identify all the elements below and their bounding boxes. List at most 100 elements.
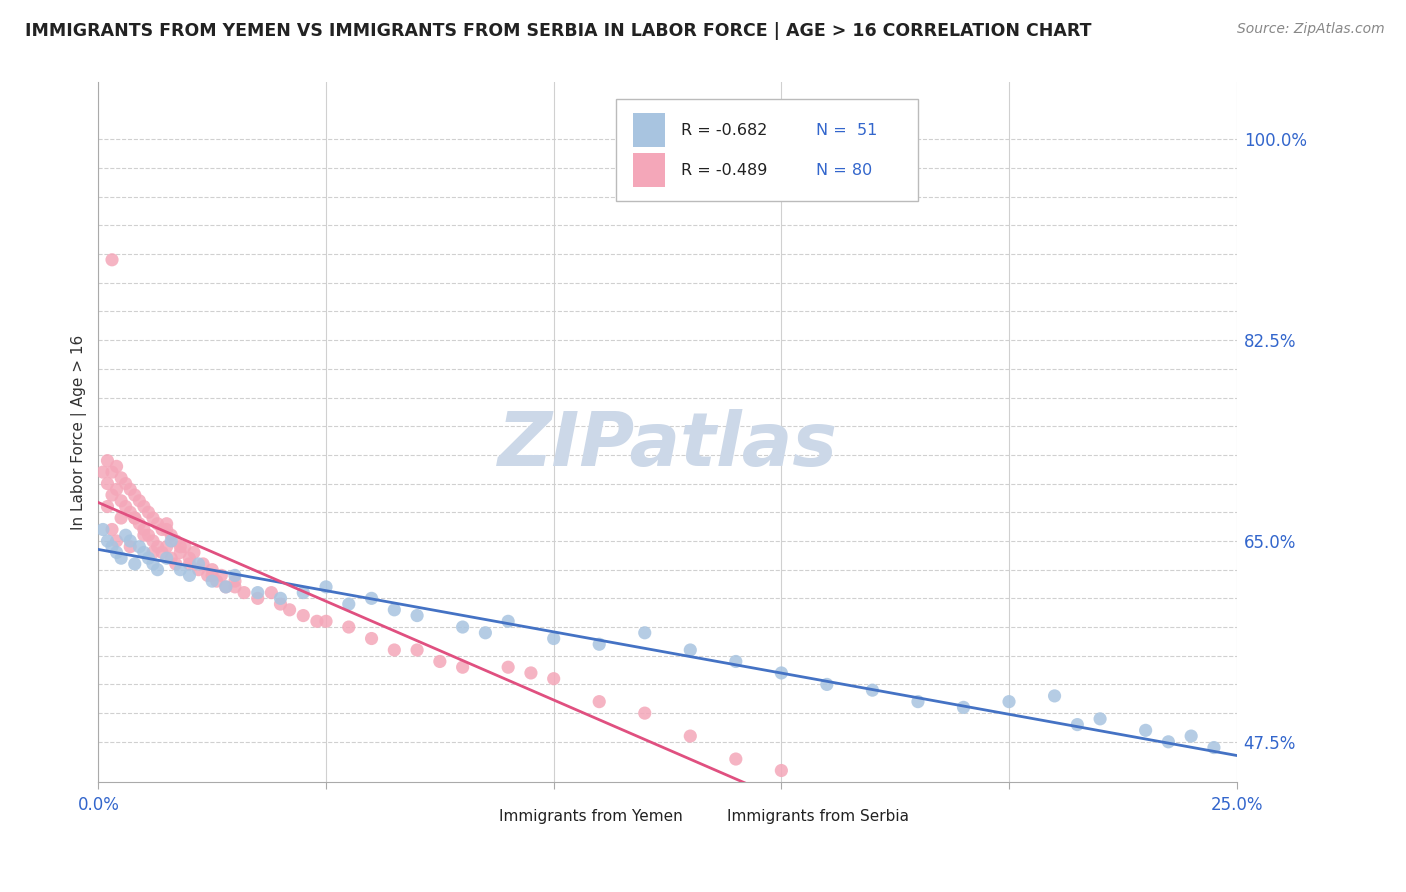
Bar	[465, 801, 494, 832]
Point	[292, 585, 315, 599]
Text: N = 80: N = 80	[815, 162, 872, 178]
Point	[224, 574, 246, 589]
Text: R = -0.489: R = -0.489	[681, 162, 768, 178]
Bar	[633, 153, 665, 187]
Point	[201, 574, 224, 589]
Point	[142, 533, 165, 548]
Point	[96, 476, 118, 491]
Point	[138, 551, 160, 566]
Point	[105, 545, 128, 559]
Point	[114, 476, 136, 491]
Point	[224, 568, 246, 582]
Point	[315, 615, 337, 629]
Point	[169, 540, 191, 554]
Bar	[693, 801, 721, 832]
Point	[382, 603, 405, 617]
Point	[150, 545, 173, 559]
Point	[634, 625, 657, 640]
Point	[724, 752, 747, 766]
Point	[165, 557, 187, 571]
Point	[187, 557, 209, 571]
Point	[101, 540, 124, 554]
Point	[337, 620, 360, 634]
Point	[124, 488, 146, 502]
Point	[146, 563, 169, 577]
Point	[269, 591, 291, 606]
Y-axis label: In Labor Force | Age > 16: In Labor Force | Age > 16	[72, 334, 87, 530]
Point	[142, 511, 165, 525]
Point	[179, 568, 201, 582]
Point	[496, 615, 519, 629]
Point	[952, 700, 974, 714]
Point	[120, 483, 142, 497]
Point	[128, 493, 150, 508]
Point	[114, 500, 136, 514]
Point	[156, 523, 179, 537]
Point	[305, 615, 328, 629]
Point	[150, 523, 173, 537]
Point	[1180, 729, 1202, 743]
Point	[169, 563, 191, 577]
Point	[224, 580, 246, 594]
Point	[907, 695, 929, 709]
Point	[588, 695, 610, 709]
Point	[1216, 797, 1239, 812]
Text: Source: ZipAtlas.com: Source: ZipAtlas.com	[1237, 22, 1385, 37]
Point	[260, 585, 283, 599]
Point	[474, 625, 496, 640]
Point	[160, 533, 183, 548]
Point	[246, 591, 269, 606]
Point	[215, 580, 238, 594]
Point	[105, 533, 128, 548]
Point	[1088, 712, 1111, 726]
Point	[156, 516, 179, 531]
Point	[1043, 689, 1066, 703]
Point	[146, 540, 169, 554]
Point	[292, 608, 315, 623]
Point	[132, 500, 155, 514]
Point	[101, 488, 124, 502]
Point	[278, 603, 301, 617]
Point	[197, 568, 219, 582]
Point	[110, 511, 132, 525]
Point	[634, 706, 657, 720]
Point	[269, 597, 291, 611]
Point	[215, 580, 238, 594]
Point	[382, 643, 405, 657]
Point	[110, 471, 132, 485]
Point	[124, 511, 146, 525]
Point	[101, 252, 124, 267]
Point	[1066, 717, 1088, 731]
Point	[246, 585, 269, 599]
Point	[96, 533, 118, 548]
Text: R = -0.682: R = -0.682	[681, 123, 768, 137]
Text: Immigrants from Yemen: Immigrants from Yemen	[499, 809, 683, 824]
Point	[360, 632, 382, 646]
Point	[770, 665, 793, 680]
Point	[91, 465, 114, 479]
Point	[132, 528, 155, 542]
Point	[770, 764, 793, 778]
FancyBboxPatch shape	[616, 99, 918, 201]
Point	[862, 683, 884, 698]
Point	[724, 655, 747, 669]
Point	[360, 591, 382, 606]
Point	[406, 643, 429, 657]
Point	[110, 493, 132, 508]
Point	[120, 540, 142, 554]
Point	[543, 632, 565, 646]
Point	[160, 528, 183, 542]
Point	[543, 672, 565, 686]
Point	[101, 523, 124, 537]
Point	[998, 695, 1021, 709]
Point	[1157, 735, 1180, 749]
Point	[146, 516, 169, 531]
Point	[96, 453, 118, 467]
Point	[142, 557, 165, 571]
Point	[128, 540, 150, 554]
Point	[679, 729, 702, 743]
Point	[191, 557, 214, 571]
Point	[201, 568, 224, 582]
Point	[124, 511, 146, 525]
Point	[132, 523, 155, 537]
